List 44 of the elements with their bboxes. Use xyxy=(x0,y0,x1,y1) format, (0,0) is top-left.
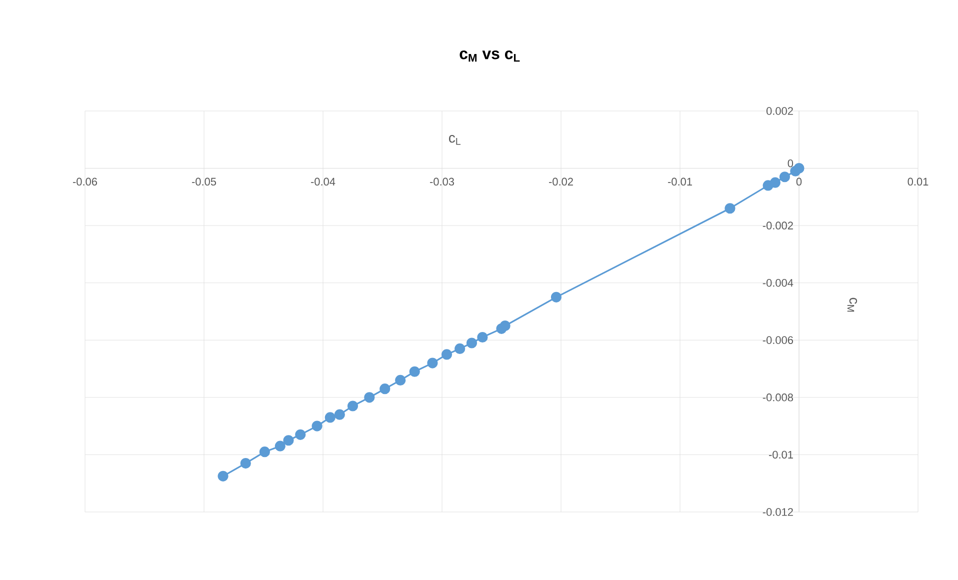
y-tick-label: -0.012 xyxy=(762,508,793,516)
point xyxy=(454,343,466,354)
x-tick-label: -0.03 xyxy=(430,178,454,186)
y-axis-title: c$_{M}$ xyxy=(847,298,858,312)
point xyxy=(409,366,420,377)
y-tick-label: 0 xyxy=(788,159,794,168)
point xyxy=(500,320,510,332)
x-tick-label: -0.05 xyxy=(192,178,216,186)
point xyxy=(466,338,478,348)
point xyxy=(395,374,406,386)
point xyxy=(380,384,390,394)
point xyxy=(240,458,251,469)
y-tick-label: -0.008 xyxy=(762,394,793,402)
point xyxy=(334,409,345,420)
y-tick-label: -0.004 xyxy=(762,278,794,287)
y-tick-label: -0.006 xyxy=(762,336,793,344)
y-tick-label: 0.002 xyxy=(766,107,793,115)
point xyxy=(794,162,804,174)
point xyxy=(550,292,562,302)
x-tick-label: 0 xyxy=(796,178,802,186)
point xyxy=(779,172,790,182)
point xyxy=(324,412,336,423)
point xyxy=(441,349,452,360)
point xyxy=(295,429,306,440)
point xyxy=(218,470,228,482)
point xyxy=(477,332,488,343)
x-tick-label: -0.02 xyxy=(549,178,573,186)
point xyxy=(312,420,322,432)
point xyxy=(427,358,438,368)
x-tick-label: 0.01 xyxy=(908,178,928,186)
y-tick-label: -0.002 xyxy=(762,222,793,230)
x-tick-label: -0.06 xyxy=(73,178,98,186)
point xyxy=(364,392,375,403)
point xyxy=(724,203,736,214)
point xyxy=(259,446,270,458)
y-tick-label: -0.01 xyxy=(768,450,793,459)
chart-title: c$_{M}$ vs c$_{L}$ xyxy=(460,50,520,62)
point xyxy=(274,440,286,452)
point xyxy=(283,435,294,446)
x-tick-label: -0.04 xyxy=(311,178,336,186)
x-tick-label: -0.01 xyxy=(668,178,692,186)
point xyxy=(347,400,358,412)
point xyxy=(770,177,781,188)
x-axis-title: c$_{L}$ xyxy=(449,135,460,145)
